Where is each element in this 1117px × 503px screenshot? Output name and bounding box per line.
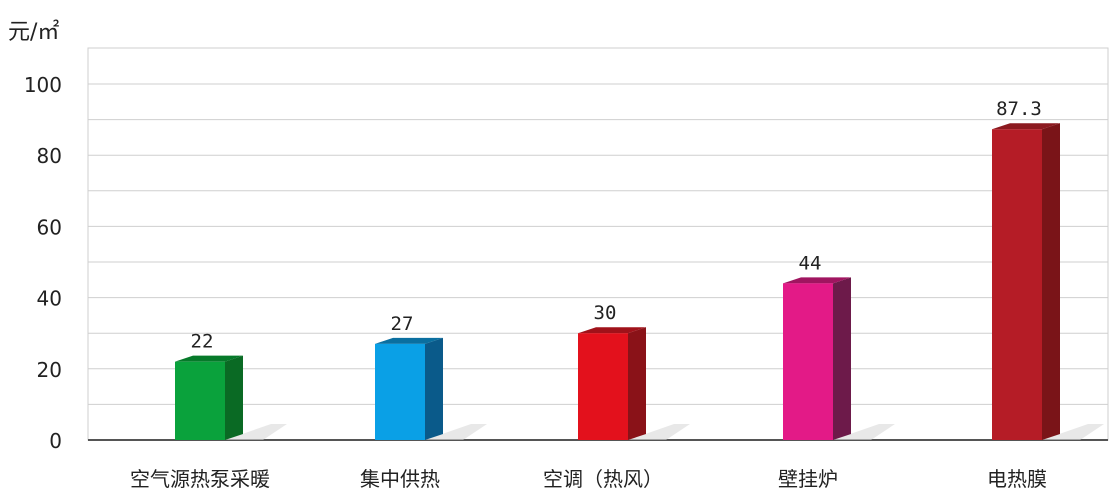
y-tick-label: 100 (24, 73, 62, 97)
bar (375, 343, 425, 440)
bar-shadow (833, 424, 895, 440)
x-category-label: 空气源热泵采暖 (130, 467, 270, 491)
bar-side (425, 337, 443, 440)
y-tick-label: 0 (49, 429, 62, 453)
bar-value-label: 44 (799, 252, 822, 274)
bar (578, 333, 628, 440)
y-tick-label: 60 (37, 215, 62, 239)
bar (992, 129, 1042, 440)
bar-shadow (425, 424, 487, 440)
bar-value-label: 87.3 (996, 98, 1042, 120)
x-category-label: 集中供热 (360, 467, 440, 491)
bar-top (783, 277, 851, 284)
bar-side (1042, 123, 1060, 440)
bar-value-label: 22 (191, 331, 214, 353)
bar-value-label: 27 (391, 313, 414, 335)
bar-top (375, 337, 443, 344)
bar-top (578, 327, 646, 334)
bar-value-label: 30 (594, 302, 617, 324)
y-tick-label: 40 (37, 287, 62, 311)
bar-side (628, 327, 646, 440)
bar-side (833, 277, 851, 440)
x-category-label: 壁挂炉 (778, 467, 838, 491)
grid-layer (87, 47, 1109, 441)
bar-side (225, 355, 243, 440)
bar-shadow (225, 424, 287, 440)
y-tick-label: 20 (37, 358, 62, 382)
y-unit-label: 元/㎡ (8, 20, 60, 45)
bar-shadow (628, 424, 690, 440)
bar (783, 283, 833, 440)
bar-shadow (1042, 424, 1104, 440)
label-layer: 22 空气源热泵采暖 27 集中供热 30 空调（热风） 44 壁挂炉 87.3 电热膜 (130, 98, 1047, 491)
bar-top (992, 123, 1060, 130)
bar-layer (175, 123, 1104, 440)
y-tick-label: 80 (37, 144, 62, 168)
bar (175, 361, 225, 440)
x-category-label: 电热膜 (987, 467, 1047, 491)
x-category-label: 空调（热风） (543, 467, 663, 491)
bar-top (175, 355, 243, 362)
